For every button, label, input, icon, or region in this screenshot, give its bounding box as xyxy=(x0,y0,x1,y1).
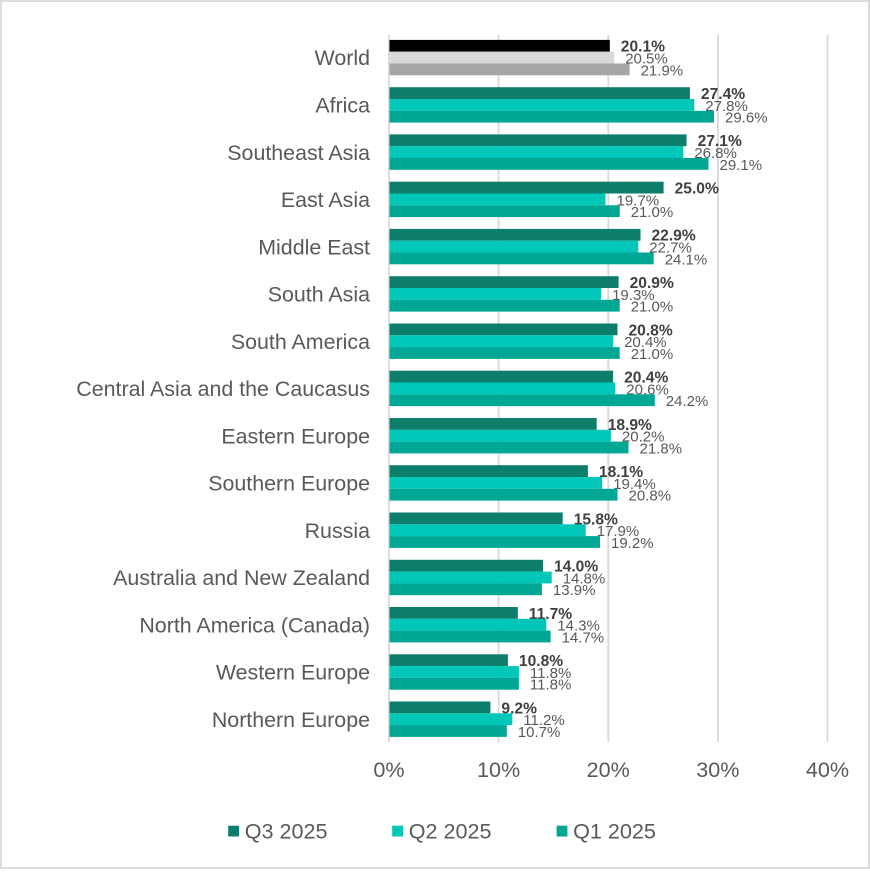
svg-text:9.2%: 9.2% xyxy=(501,700,537,717)
svg-text:Q3 2025: Q3 2025 xyxy=(245,819,328,844)
svg-text:21.0%: 21.0% xyxy=(631,346,674,363)
svg-text:Southeast Asia: Southeast Asia xyxy=(227,141,370,165)
svg-text:18.9%: 18.9% xyxy=(608,417,652,434)
svg-text:20.1%: 20.1% xyxy=(621,39,665,56)
svg-text:25.0%: 25.0% xyxy=(675,181,719,198)
svg-text:North America (Canada): North America (Canada) xyxy=(139,613,370,637)
svg-text:20.2%: 20.2% xyxy=(622,429,665,446)
svg-text:0%: 0% xyxy=(373,757,404,782)
svg-text:19.3%: 19.3% xyxy=(612,287,655,304)
svg-text:21.8%: 21.8% xyxy=(640,440,683,457)
svg-text:East Asia: East Asia xyxy=(281,188,370,212)
svg-text:Western Europe: Western Europe xyxy=(216,661,370,685)
svg-text:13.9%: 13.9% xyxy=(553,582,596,599)
svg-text:29.1%: 29.1% xyxy=(720,157,763,174)
svg-text:14.0%: 14.0% xyxy=(554,559,598,576)
svg-text:19.4%: 19.4% xyxy=(613,476,656,493)
svg-text:11.7%: 11.7% xyxy=(529,606,572,623)
svg-text:20%: 20% xyxy=(587,757,630,782)
svg-text:17.9%: 17.9% xyxy=(597,523,640,540)
svg-text:20.4%: 20.4% xyxy=(624,334,667,351)
svg-text:40%: 40% xyxy=(806,757,849,782)
svg-text:15.8%: 15.8% xyxy=(574,511,618,528)
svg-text:14.7%: 14.7% xyxy=(562,629,605,646)
svg-text:11.8%: 11.8% xyxy=(530,665,571,682)
svg-text:Russia: Russia xyxy=(305,519,370,543)
svg-text:14.3%: 14.3% xyxy=(557,618,600,635)
svg-text:10.7%: 10.7% xyxy=(518,724,561,741)
svg-text:Africa: Africa xyxy=(315,94,370,118)
svg-text:10.8%: 10.8% xyxy=(519,653,563,670)
svg-text:20.6%: 20.6% xyxy=(626,381,669,398)
svg-text:21.0%: 21.0% xyxy=(631,299,674,316)
svg-text:22.7%: 22.7% xyxy=(649,240,692,257)
svg-text:24.1%: 24.1% xyxy=(665,251,708,268)
svg-text:27.4%: 27.4% xyxy=(701,86,745,103)
svg-text:27.8%: 27.8% xyxy=(705,98,748,115)
svg-text:20.5%: 20.5% xyxy=(625,51,668,68)
svg-text:South Asia: South Asia xyxy=(268,283,370,307)
svg-text:Middle East: Middle East xyxy=(258,235,370,259)
svg-text:11.8%: 11.8% xyxy=(530,677,571,694)
svg-text:Australia and New Zealand: Australia and New Zealand xyxy=(113,566,370,590)
svg-text:Eastern Europe: Eastern Europe xyxy=(221,424,370,448)
svg-text:Central Asia and the Caucasus: Central Asia and the Caucasus xyxy=(76,377,370,401)
svg-text:21.9%: 21.9% xyxy=(641,62,684,79)
svg-text:Southern Europe: Southern Europe xyxy=(208,472,370,496)
svg-text:10%: 10% xyxy=(477,757,520,782)
svg-text:20.9%: 20.9% xyxy=(630,275,674,292)
svg-text:World: World xyxy=(315,46,370,70)
svg-text:South America: South America xyxy=(231,330,370,354)
svg-text:21.0%: 21.0% xyxy=(631,204,674,221)
svg-text:20.8%: 20.8% xyxy=(629,488,672,505)
svg-text:18.1%: 18.1% xyxy=(599,464,643,481)
svg-text:19.2%: 19.2% xyxy=(611,535,654,552)
svg-text:14.8%: 14.8% xyxy=(563,570,606,587)
svg-text:26.8%: 26.8% xyxy=(694,145,737,162)
svg-text:Q2 2025: Q2 2025 xyxy=(409,819,492,844)
svg-text:20.4%: 20.4% xyxy=(624,370,668,387)
svg-text:29.6%: 29.6% xyxy=(725,110,768,127)
svg-text:27.1%: 27.1% xyxy=(698,133,742,150)
svg-text:24.2%: 24.2% xyxy=(666,393,709,410)
svg-text:20.8%: 20.8% xyxy=(629,322,673,339)
svg-text:Northern Europe: Northern Europe xyxy=(212,708,370,732)
svg-text:22.9%: 22.9% xyxy=(652,228,696,245)
svg-text:19.7%: 19.7% xyxy=(617,192,660,209)
svg-text:Q1 2025: Q1 2025 xyxy=(573,819,656,844)
svg-text:30%: 30% xyxy=(696,757,739,782)
svg-text:11.2%: 11.2% xyxy=(523,712,564,729)
